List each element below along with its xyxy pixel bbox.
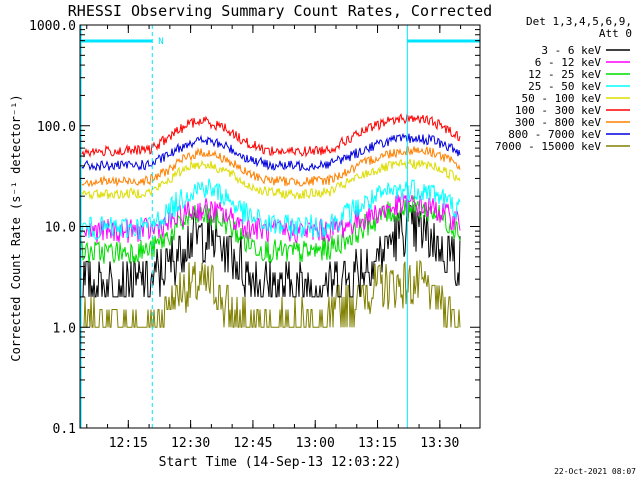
- legend-label: 100 - 300 keV: [515, 104, 601, 117]
- plot-area: N: [80, 25, 481, 428]
- series-line: [81, 146, 461, 188]
- y-tick-label: 100.0: [37, 120, 76, 135]
- series-line: [81, 195, 461, 264]
- series-line: [81, 132, 461, 172]
- legend-label: 7000 - 15000 keV: [495, 140, 601, 153]
- y-axis: 0.1 1.0 10.0 100.0 1000.0: [29, 19, 480, 437]
- x-tick-label: 12:45: [233, 436, 272, 451]
- chart-title: RHESSI Observing Summary Count Rates, Co…: [68, 2, 492, 20]
- y-tick-label: 1000.0: [29, 19, 76, 34]
- legend-label: 50 - 100 keV: [522, 92, 602, 105]
- y-tick-label: 0.1: [53, 422, 76, 437]
- x-tick-label: 13:30: [420, 436, 459, 451]
- legend-label: 300 - 800 keV: [515, 116, 601, 129]
- legend-label: 12 - 25 keV: [528, 68, 601, 81]
- y-tick-label: 1.0: [53, 321, 76, 336]
- x-axis: 12:15 12:30 12:45 13:00 13:15 13:30: [86, 25, 462, 451]
- legend-header-line-1: Det 1,3,4,5,6,9,: [526, 15, 632, 28]
- plot-frame: [79, 24, 481, 429]
- legend-header-line-2: Att 0: [599, 27, 632, 40]
- timestamp: 22-Oct-2021 08:07: [554, 467, 636, 476]
- legend-label: 25 - 50 keV: [528, 80, 601, 93]
- x-tick-label: 13:00: [296, 436, 335, 451]
- y-tick-label: 10.0: [45, 221, 76, 236]
- x-tick-label: 12:30: [171, 436, 210, 451]
- series-line: [81, 158, 461, 201]
- legend-label: 800 - 7000 keV: [508, 128, 601, 141]
- x-tick-label: 12:15: [109, 436, 148, 451]
- series-line: [82, 259, 461, 328]
- legend-label: 6 - 12 keV: [535, 56, 602, 69]
- n-label: N: [158, 37, 163, 47]
- x-tick-label: 13:15: [358, 436, 397, 451]
- legend-label: 3 - 6 keV: [541, 44, 601, 57]
- y-axis-label: Corrected Count Rate (s⁻¹ detector⁻¹): [9, 94, 23, 361]
- series-line: [81, 113, 461, 159]
- series-line: [81, 178, 461, 241]
- x-axis-label: Start Time (14-Sep-13 12:03:22): [159, 455, 402, 470]
